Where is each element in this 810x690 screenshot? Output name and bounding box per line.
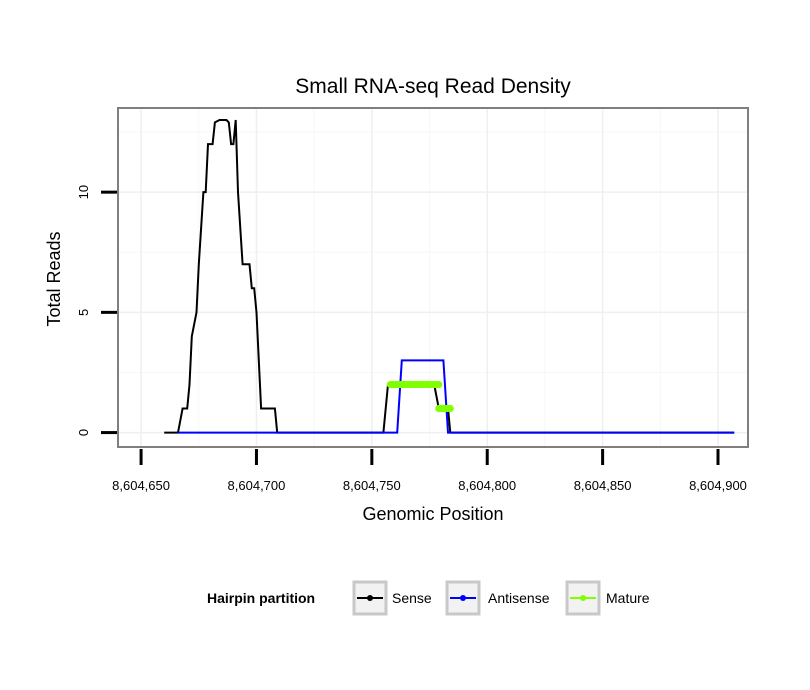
panel-border (117, 107, 749, 448)
y-tick-label: 0 (76, 429, 91, 436)
gridlines (118, 108, 748, 447)
panel-background (118, 108, 748, 447)
x-tick-label: 8,604,650 (112, 478, 170, 493)
series-line-sense (164, 119, 735, 434)
series-line-antisense (178, 359, 735, 434)
y-axis-label: Total Reads (44, 231, 64, 326)
x-axis-label: Genomic Position (362, 504, 503, 524)
legend-title: Hairpin partition (207, 590, 315, 606)
legend-label: Antisense (488, 590, 550, 606)
x-tick-label: 8,604,800 (458, 478, 516, 493)
x-tick-label: 8,604,850 (574, 478, 632, 493)
x-tick-label: 8,604,700 (228, 478, 286, 493)
chart-title: Small RNA-seq Read Density (295, 75, 571, 98)
legend: Hairpin partition Sense Antisense Mature (207, 580, 650, 616)
y-tick-label: 5 (76, 309, 91, 316)
legend-entry-antisense: Antisense (445, 580, 550, 616)
legend-key-point (367, 595, 373, 601)
legend-entry-sense: Sense (352, 580, 432, 616)
legend-key-point (460, 595, 466, 601)
x-tick-label: 8,604,900 (689, 478, 747, 493)
axes: 8,604,650 8,604,700 8,604,750 8,604,800 8,60… (76, 107, 749, 493)
legend-label: Mature (606, 590, 650, 606)
plot-panel (118, 108, 748, 447)
y-tick-label: 10 (76, 185, 91, 199)
legend-entry-mature: Mature (565, 580, 650, 616)
series-layer (164, 119, 735, 434)
x-tick-label: 8,604,750 (343, 478, 401, 493)
legend-key-point (580, 595, 586, 601)
legend-label: Sense (392, 590, 432, 606)
